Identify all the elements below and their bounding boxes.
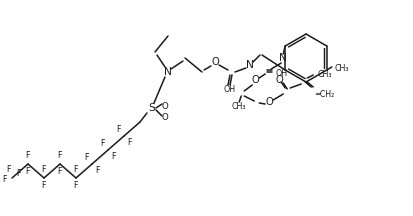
Text: O: O [275, 75, 282, 85]
Text: F: F [42, 181, 46, 191]
Text: F: F [116, 125, 121, 135]
Text: F: F [84, 154, 89, 162]
Text: OH: OH [223, 84, 235, 94]
Text: F: F [3, 175, 7, 184]
Text: O: O [265, 97, 273, 107]
Text: O: O [251, 75, 259, 85]
Text: N: N [245, 60, 253, 70]
Text: CH₃: CH₃ [231, 102, 246, 111]
Text: O: O [161, 113, 168, 122]
Text: F: F [57, 151, 62, 160]
Text: F: F [57, 167, 62, 176]
Text: F: F [111, 151, 115, 160]
Text: N: N [279, 53, 287, 63]
Text: F: F [74, 165, 78, 175]
Text: ═CH₂: ═CH₂ [314, 89, 334, 98]
Text: F: F [95, 165, 99, 175]
Text: N: N [164, 67, 171, 77]
Text: F: F [26, 167, 30, 176]
Text: F: F [42, 165, 46, 175]
Text: OH: OH [275, 68, 287, 78]
Text: F: F [127, 138, 131, 146]
Text: F: F [26, 151, 30, 160]
Text: CH₃: CH₃ [316, 70, 331, 78]
Text: CH₃: CH₃ [334, 64, 349, 73]
Text: F: F [74, 181, 78, 191]
Text: F: F [17, 170, 21, 178]
Text: O: O [211, 57, 218, 67]
Text: F: F [7, 165, 11, 175]
Text: F: F [100, 140, 105, 148]
Text: O: O [161, 102, 168, 111]
Text: S: S [148, 103, 155, 113]
